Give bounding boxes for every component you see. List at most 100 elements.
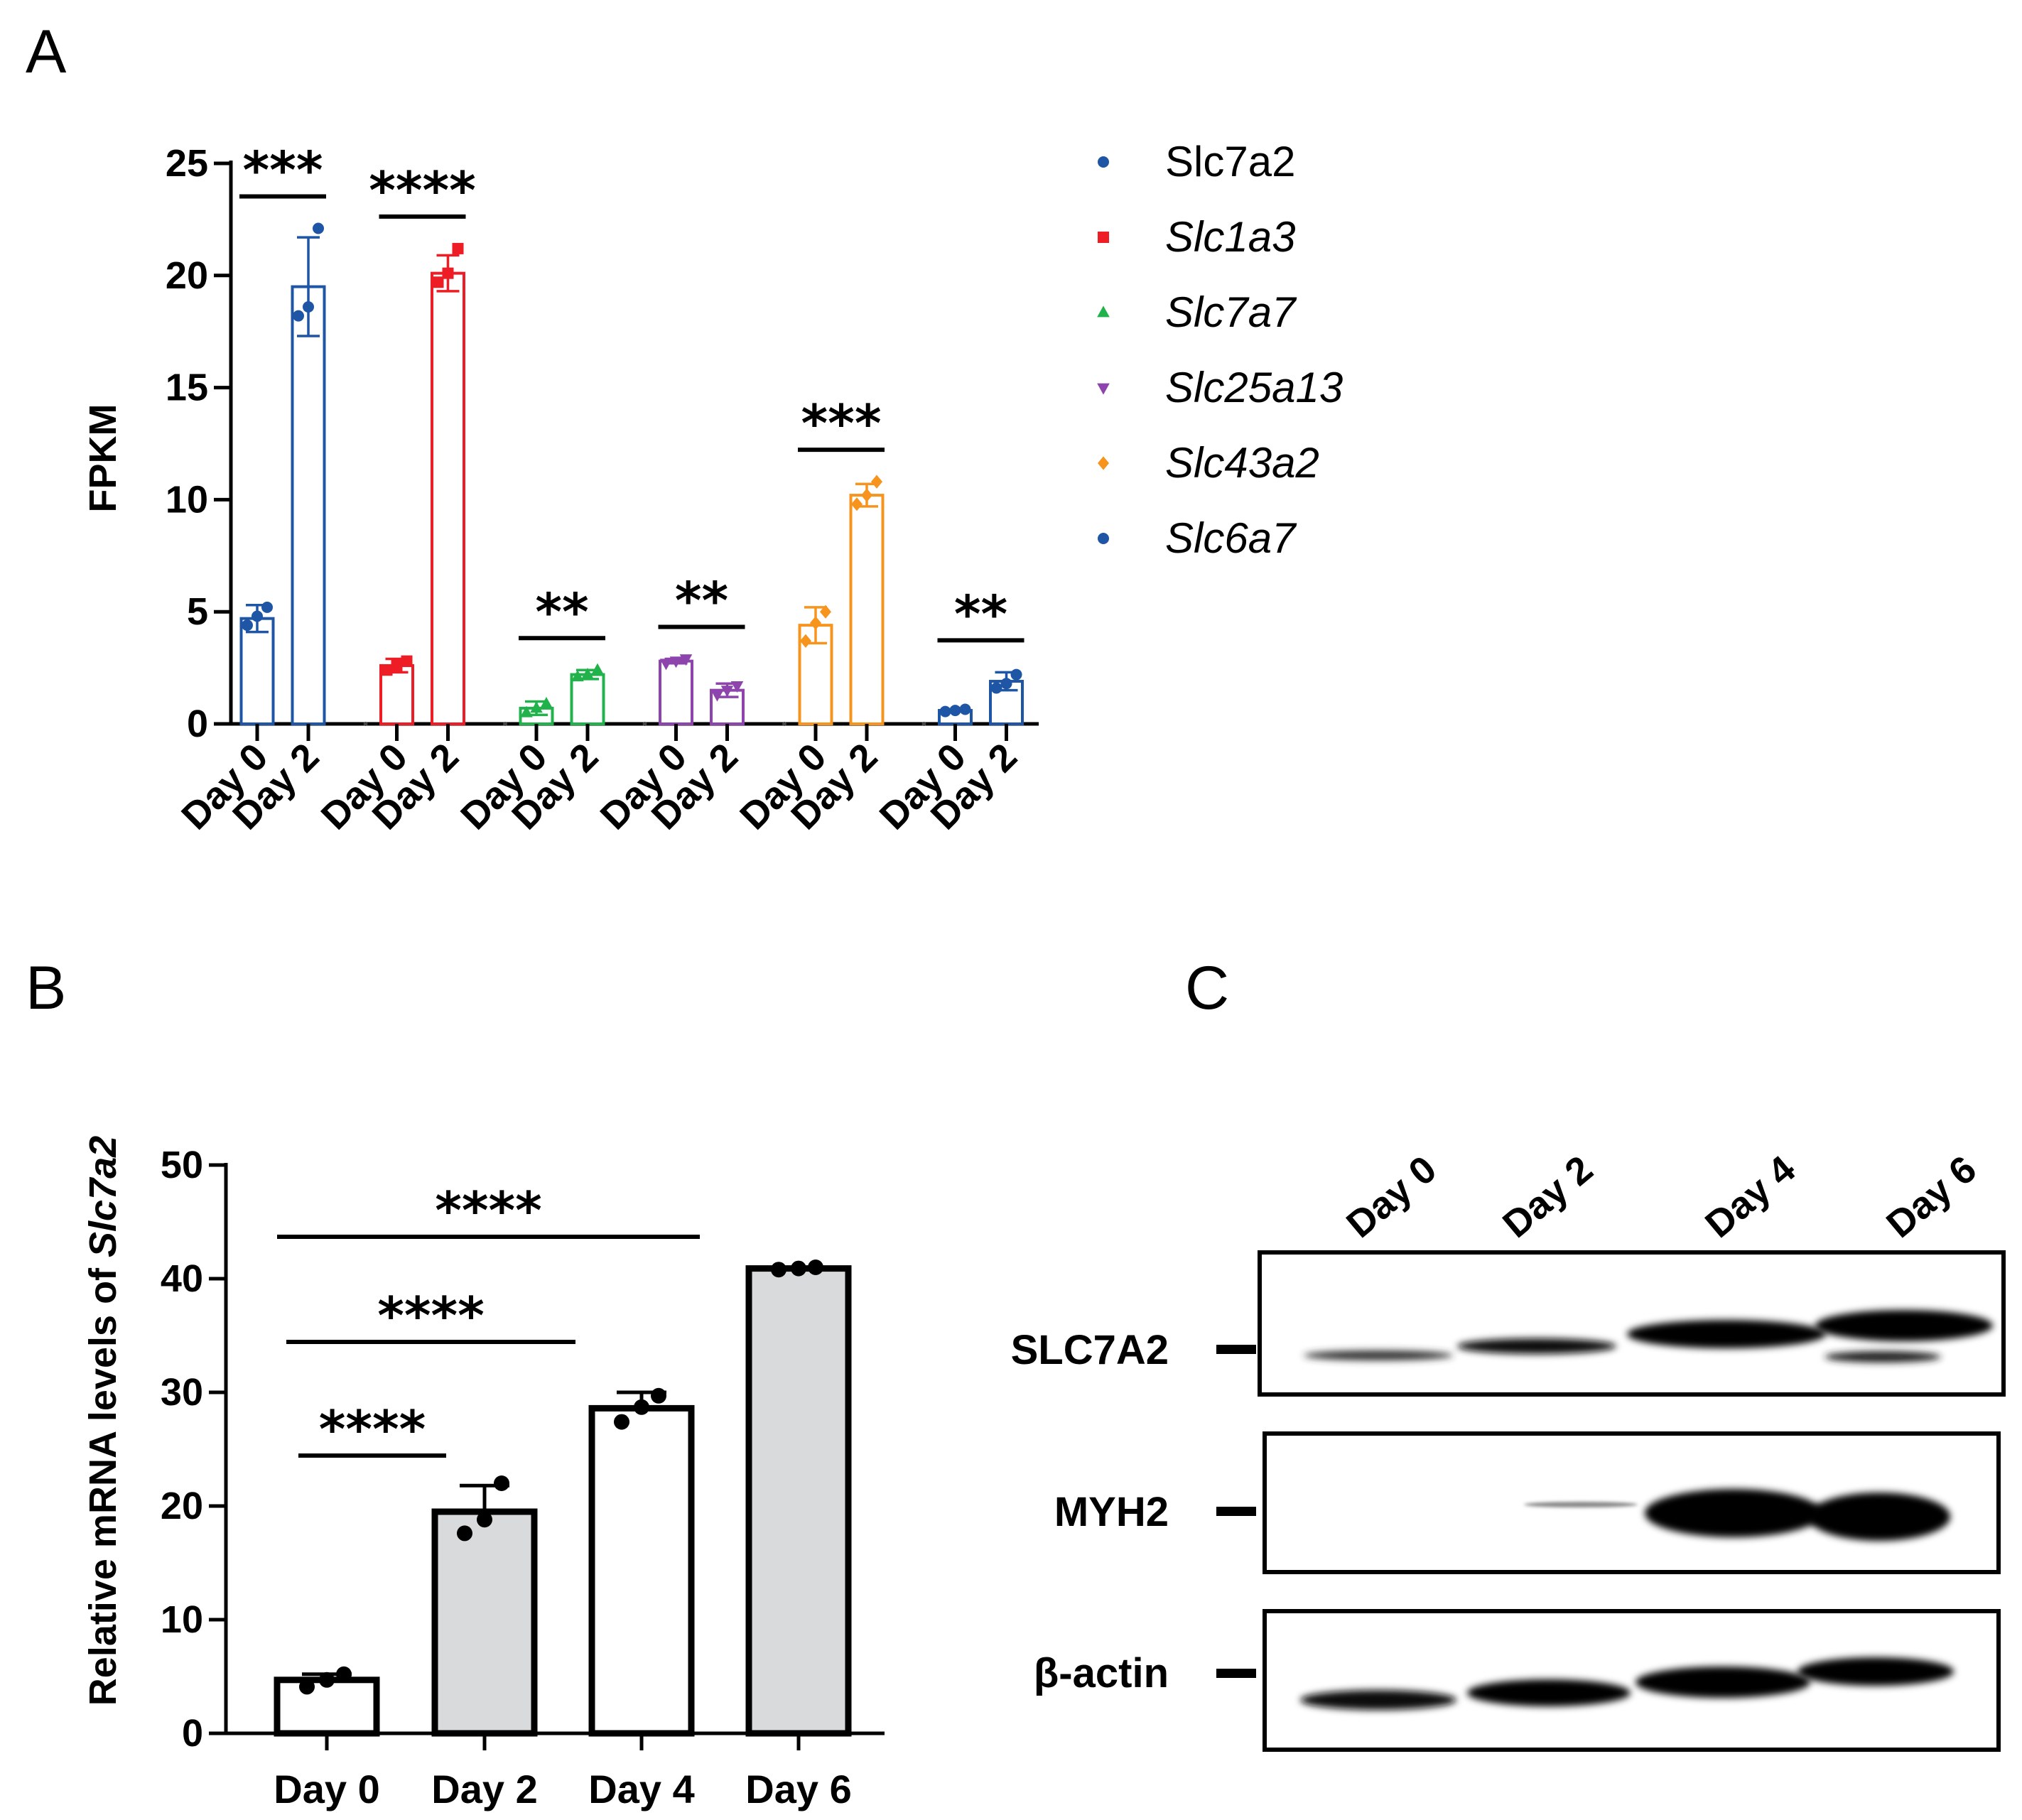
bar: [431, 1508, 538, 1737]
data-point: [800, 634, 811, 648]
x-tick-label: Day 2: [431, 1767, 537, 1811]
blot-membrane-myh2: [1263, 1431, 2001, 1574]
data-point: [401, 655, 413, 667]
data-point: [730, 681, 744, 693]
band: [1636, 1667, 1810, 1698]
band: [1824, 1351, 1941, 1363]
significance-stars: **: [535, 582, 588, 641]
data-point: [381, 664, 393, 676]
blot-membrane-beta-actin: [1263, 1609, 2001, 1752]
panel-b-bars: Day 0 Day 2 Day 4 Day 6: [274, 1260, 852, 1811]
legend-marker: [1097, 383, 1110, 395]
data-point: [949, 705, 961, 717]
data-point: [679, 654, 693, 666]
panel-b-significance: **** **** ****: [277, 1181, 700, 1459]
panel-b-chart: Relative mRNA levels of Slc7a2 0 10 20 30 40…: [82, 1136, 885, 1811]
panel-a-legend: Slc7a2 Slc1a3 Slc7a7 Slc25a13 Slc43a2 Slc6a7: [1097, 138, 1343, 562]
y-tick-label: 0: [187, 703, 208, 745]
data-point: [319, 1672, 335, 1688]
band: [1808, 1493, 1950, 1541]
data-point: [477, 1512, 492, 1528]
panel-letter-c: C: [1185, 954, 1229, 1022]
zero-point: [363, 722, 368, 726]
data-point: [851, 497, 863, 511]
legend-label: Slc7a2: [1165, 138, 1295, 185]
legend-marker: [1098, 156, 1109, 168]
band: [1304, 1350, 1453, 1360]
legend-marker: [1097, 305, 1110, 318]
significance-stars: ***: [243, 141, 323, 200]
panel-a-y-axis-label: FPKM: [82, 404, 124, 513]
data-point: [669, 656, 683, 668]
blot-marker-dash: [1216, 1669, 1256, 1678]
y-tick-label: 40: [161, 1257, 203, 1300]
data-point: [540, 696, 553, 708]
panel-a-axes: 0 5 10 15 20 25: [166, 142, 1039, 745]
y-tick-label: 5: [187, 590, 208, 633]
panel-letter-b: B: [26, 954, 66, 1022]
data-point: [391, 659, 403, 671]
band: [1457, 1338, 1616, 1354]
data-point: [313, 222, 324, 234]
data-point: [659, 659, 673, 671]
significance-stars: ***: [801, 394, 882, 453]
data-point: [494, 1475, 509, 1491]
data-point: [581, 667, 594, 679]
data-point: [591, 663, 604, 675]
zero-point: [642, 722, 647, 726]
data-point: [293, 310, 304, 322]
blot-marker-dash: [1216, 1507, 1256, 1516]
bar: [659, 659, 693, 726]
data-point: [871, 475, 882, 489]
data-point: [710, 690, 724, 702]
band: [1524, 1502, 1638, 1507]
data-point: [771, 1262, 786, 1278]
panel-letter-a: A: [26, 18, 67, 86]
blot-lane-label-day0: Day 0: [1339, 1148, 1444, 1247]
data-point: [530, 701, 543, 713]
y-tick-label: 0: [182, 1712, 203, 1755]
y-tick-label: 20: [161, 1485, 203, 1527]
bar: [745, 1265, 852, 1737]
y-tick-label: 50: [161, 1144, 203, 1186]
blot-row-label-beta-actin: β-actin: [1034, 1650, 1169, 1696]
legend-label: Slc7a7: [1165, 288, 1297, 336]
data-point: [791, 1260, 806, 1277]
data-point: [1010, 668, 1022, 681]
panel-c-western-blot: Day 0 Day 2 Day 4 Day 6 SLC7A2 MYH2 β-ac…: [1011, 1148, 2006, 1752]
data-point: [820, 605, 831, 619]
legend-marker: [1098, 232, 1109, 243]
data-point: [242, 619, 253, 632]
legend-marker: [1098, 456, 1109, 470]
blot-row-label-myh2: MYH2: [1054, 1489, 1169, 1535]
data-point: [571, 670, 584, 682]
significance-stars: ****: [369, 161, 476, 220]
data-point: [261, 601, 273, 613]
data-point: [457, 1525, 472, 1542]
blot-lane-label-day2: Day 2: [1495, 1148, 1601, 1247]
data-point: [990, 682, 1002, 694]
data-point: [336, 1666, 352, 1682]
y-tick-label: 25: [166, 142, 208, 185]
data-point: [1000, 678, 1012, 690]
data-point: [303, 300, 314, 313]
x-tick-label: Day 4: [588, 1767, 694, 1811]
zero-point: [921, 722, 926, 726]
bar: [570, 673, 605, 725]
blot-row-label-slc7a2: SLC7A2: [1011, 1327, 1169, 1373]
x-tick-label: Day 0: [274, 1767, 379, 1811]
significance-stars: **: [954, 584, 1007, 644]
data-point: [651, 1387, 666, 1404]
legend-label: Slc6a7: [1165, 514, 1297, 562]
legend-label: Slc43a2: [1165, 439, 1319, 487]
bar: [431, 271, 465, 726]
bar: [849, 494, 885, 725]
bar: [588, 1404, 695, 1737]
y-tick-label: 10: [166, 478, 208, 521]
band: [1300, 1690, 1456, 1710]
data-point: [299, 1679, 315, 1695]
band: [1627, 1320, 1826, 1348]
data-point: [720, 686, 734, 698]
